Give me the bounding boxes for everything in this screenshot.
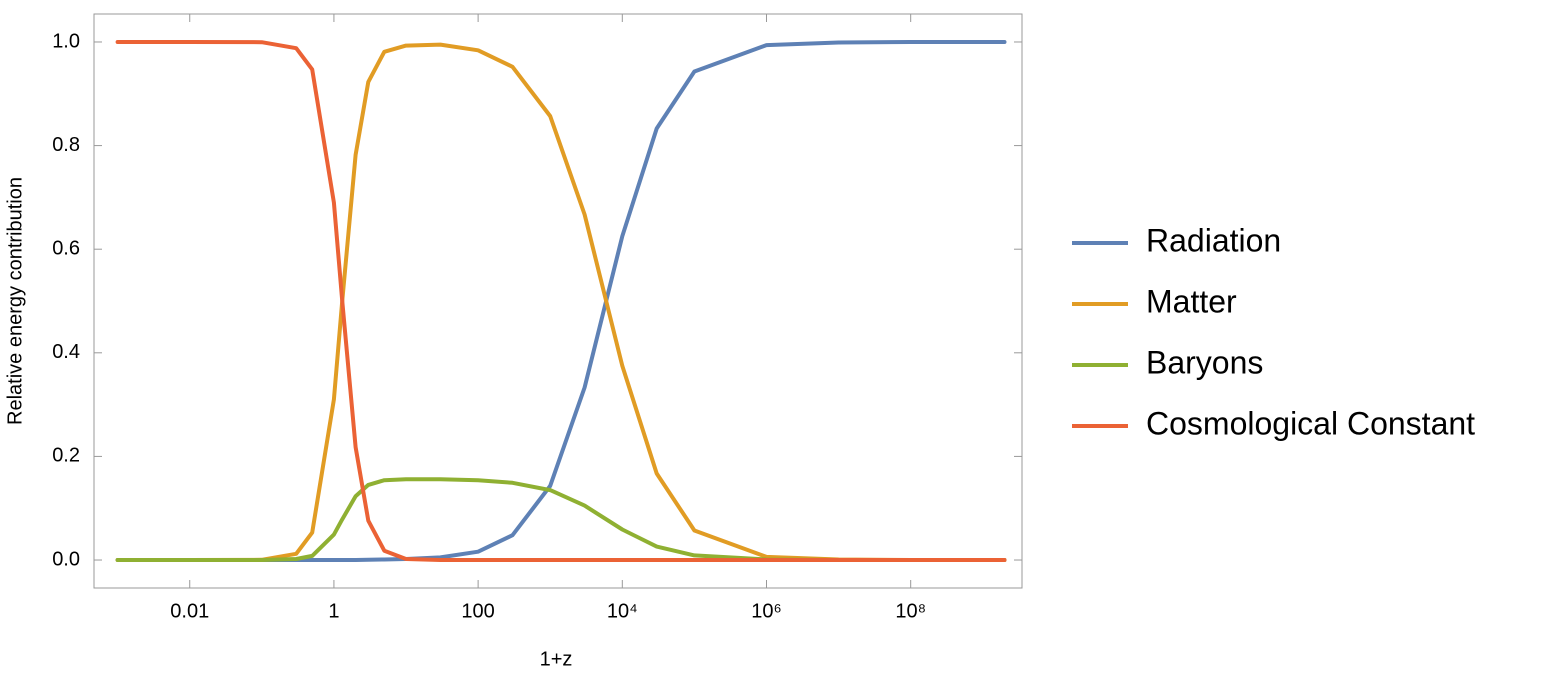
line-series xyxy=(115,477,1007,562)
x-tick-label: 10⁴ xyxy=(607,600,638,622)
plot-frame xyxy=(93,13,1023,589)
x-tick-label: 0.01 xyxy=(170,600,209,622)
y-tick-label: 0.0 xyxy=(52,548,80,570)
x-tick-label: 1 xyxy=(328,600,339,622)
legend-label: Matter xyxy=(1146,283,1237,319)
x-axis-label: 1+z xyxy=(540,648,573,670)
y-tick-label: 0.2 xyxy=(52,445,80,467)
x-tick-label: 10⁶ xyxy=(751,600,781,622)
y-tick-label: 0.4 xyxy=(52,341,80,363)
legend-label: Baryons xyxy=(1146,344,1263,380)
line-series xyxy=(115,42,1007,562)
legend-label: Radiation xyxy=(1146,222,1281,258)
y-tick-label: 1.0 xyxy=(52,30,80,52)
y-tick-label: 0.8 xyxy=(52,134,80,156)
line-series xyxy=(115,40,1007,562)
y-tick-label: 0.6 xyxy=(52,237,80,259)
x-tick-label: 100 xyxy=(461,600,494,622)
x-tick-label: 10⁸ xyxy=(895,600,926,622)
y-axis-label: Relative energy contribution xyxy=(4,177,26,425)
legend-label: Cosmological Constant xyxy=(1146,405,1475,441)
line-series xyxy=(115,40,1007,562)
